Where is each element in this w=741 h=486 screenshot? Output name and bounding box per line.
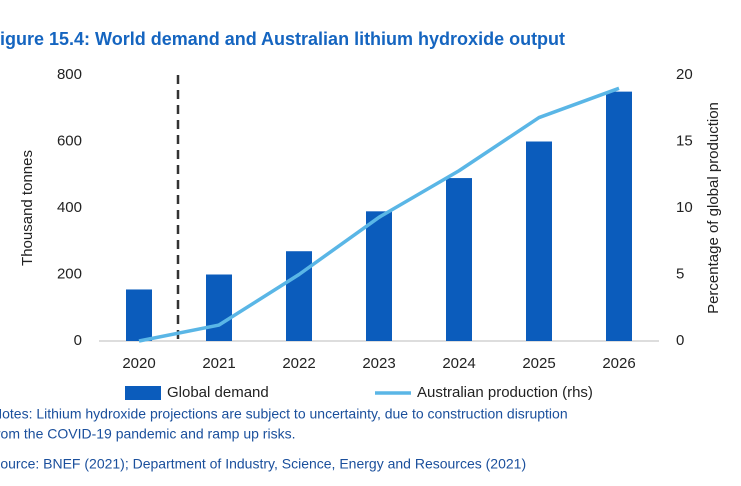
y2-tick-label: 10: [676, 199, 693, 216]
x-tick-label: 2026: [602, 355, 635, 372]
note-line: from the COVID-19 pandemic and ramp up r…: [0, 426, 295, 442]
y-tick-label: 0: [74, 332, 82, 349]
legend-label: Global demand: [167, 384, 269, 401]
x-tick-label: 2022: [282, 355, 315, 372]
x-tick-label: 2024: [442, 355, 475, 372]
x-tick-label: 2021: [202, 355, 235, 372]
legend-swatch: [125, 386, 161, 400]
y2-tick-label: 20: [676, 66, 693, 83]
y-tick-label: 800: [57, 66, 82, 83]
bar: [606, 91, 632, 341]
bar: [446, 178, 472, 341]
x-tick-label: 2025: [522, 355, 555, 372]
source: Source: BNEF (2021); Department of Indus…: [0, 456, 526, 472]
y-tick-label: 200: [57, 265, 82, 282]
y2-tick-label: 0: [676, 332, 684, 349]
legend-label: Australian production (rhs): [417, 384, 593, 401]
chart-title: Figure 15.4: World demand and Australian…: [0, 29, 565, 49]
y2-tick-label: 15: [676, 132, 693, 149]
note-line: Notes: Lithium hydroxide projections are…: [0, 406, 568, 422]
y-tick-label: 400: [57, 199, 82, 216]
bar: [286, 251, 312, 341]
y-axis-title: Thousand tonnes: [19, 150, 36, 266]
y2-tick-label: 5: [676, 265, 684, 282]
line: [138, 86, 620, 343]
x-tick-label: 2020: [122, 355, 155, 372]
bar: [206, 274, 232, 341]
bar: [126, 289, 152, 341]
y2-axis-title: Percentage of global production: [705, 102, 722, 314]
bar: [366, 211, 392, 341]
bar: [526, 141, 552, 341]
x-tick-label: 2023: [362, 355, 395, 372]
y-tick-label: 600: [57, 132, 82, 149]
